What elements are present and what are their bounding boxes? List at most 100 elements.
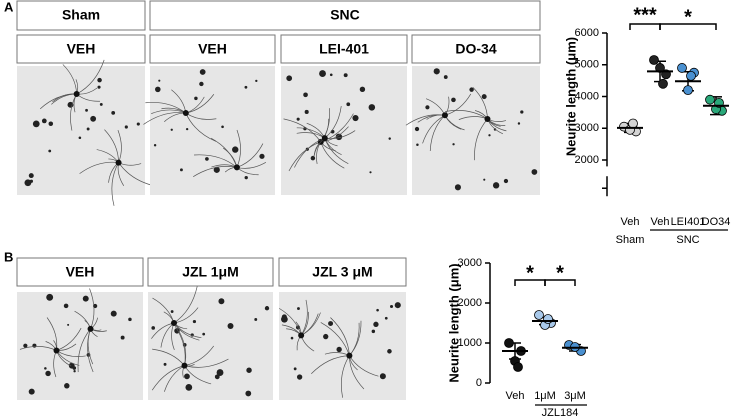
micrograph-cell — [483, 178, 486, 181]
micrograph-cell — [85, 108, 88, 112]
micrograph-cell — [531, 169, 538, 175]
micrograph-cell — [73, 370, 76, 373]
group-header: Sham — [62, 7, 100, 23]
micrograph-cell — [296, 117, 300, 121]
image-header: VEH — [67, 41, 96, 57]
micrograph — [412, 66, 540, 195]
data-point — [504, 338, 514, 348]
micrograph-cell — [68, 362, 75, 369]
header-box — [16, 257, 144, 287]
image-header: VEH — [66, 264, 95, 280]
micrograph-cell — [244, 175, 248, 180]
micrograph-cell — [194, 96, 198, 101]
data-point — [686, 70, 696, 81]
micrograph-neurite — [173, 286, 198, 324]
micrograph-cell — [48, 121, 54, 127]
micrograph-neurite — [143, 112, 186, 125]
micrograph-cell — [214, 374, 220, 380]
data-point — [677, 63, 687, 73]
micrograph-soma — [53, 347, 60, 354]
micrograph-cell — [185, 127, 189, 131]
micrograph — [150, 66, 275, 195]
micrograph-neurite — [184, 358, 229, 368]
micrograph-cell — [433, 68, 440, 75]
micrograph-neurite — [320, 322, 350, 356]
x-tick-label: LEI401 — [671, 216, 706, 228]
y-tick-label: 0 — [476, 377, 482, 389]
data-point — [534, 310, 544, 320]
micrograph-cell — [379, 373, 386, 380]
data-point — [513, 362, 523, 372]
micrograph-cell — [86, 127, 90, 131]
significance-label: * — [684, 6, 692, 28]
micrograph-cell — [99, 102, 103, 106]
micrograph-cell — [48, 149, 52, 153]
micrograph-cell — [387, 349, 392, 354]
x-tick-label: 3μM — [564, 390, 586, 402]
micrograph-soma — [346, 352, 353, 359]
micrograph-cell — [110, 310, 117, 317]
micrograph-cell — [296, 374, 303, 380]
micrograph-neurite — [445, 110, 488, 120]
micrograph-cell — [63, 303, 69, 309]
micrograph-cell — [111, 110, 116, 115]
micrograph-soma — [170, 319, 177, 326]
micrograph-soma — [484, 115, 491, 122]
micrograph-neurite — [76, 59, 105, 95]
significance-bracket — [544, 279, 576, 286]
micrograph-cell — [192, 319, 197, 324]
header-box — [16, 0, 146, 31]
micrograph-cell — [67, 323, 70, 326]
micrograph-cell — [481, 94, 487, 100]
micrograph-cell — [336, 346, 342, 353]
micrograph-cell — [259, 153, 265, 159]
micrograph-cell — [24, 179, 32, 187]
micrograph-neurite — [152, 348, 185, 366]
micrograph-cell — [199, 69, 206, 75]
image-header: JZL 1μM — [182, 264, 239, 280]
micrograph-cell — [97, 85, 101, 89]
micrograph-neurite — [89, 288, 95, 329]
micrograph-cell — [213, 166, 220, 173]
micrograph-neurite — [111, 162, 119, 206]
image-header: VEH — [198, 41, 227, 57]
micrograph-cell — [163, 362, 167, 366]
data-point — [649, 55, 659, 65]
micrograph-cell — [153, 144, 157, 147]
header-box — [149, 0, 541, 31]
micrograph-neurite — [405, 114, 445, 126]
micrograph-soma — [73, 91, 80, 98]
micrograph-cell — [488, 134, 491, 137]
micrograph-cell — [185, 384, 193, 391]
data-point — [543, 314, 553, 324]
micrograph-neurite — [185, 112, 217, 142]
micrograph-cell — [221, 125, 224, 129]
micrograph-soma — [87, 325, 94, 332]
micrograph-cell — [290, 336, 294, 340]
micrograph-cell — [319, 70, 326, 77]
micrograph-neurite — [294, 137, 325, 168]
data-point — [658, 78, 668, 89]
micrograph-cell — [359, 86, 366, 93]
significance-label: *** — [633, 4, 657, 26]
x-tick-label: DO34 — [702, 216, 731, 228]
micrograph-soma — [182, 110, 189, 117]
micrograph-cell — [369, 171, 372, 174]
micrograph-neurite — [70, 93, 77, 131]
micrograph-neurite — [429, 115, 446, 151]
micrograph-cell — [388, 137, 391, 140]
micrograph-cell — [414, 126, 420, 132]
data-point — [683, 85, 693, 96]
y-tick-label: 1000 — [458, 337, 482, 349]
micrograph-cell — [64, 383, 70, 389]
micrograph-cell — [304, 109, 309, 115]
micrograph-cell — [199, 81, 204, 87]
micrograph-cell — [297, 307, 300, 310]
micrograph-cell — [303, 92, 308, 98]
micrograph-soma — [321, 135, 328, 142]
micrograph-neurite — [340, 355, 350, 398]
micrograph-cell — [310, 155, 316, 161]
micrograph — [281, 66, 407, 195]
panel-label: B — [4, 249, 13, 264]
